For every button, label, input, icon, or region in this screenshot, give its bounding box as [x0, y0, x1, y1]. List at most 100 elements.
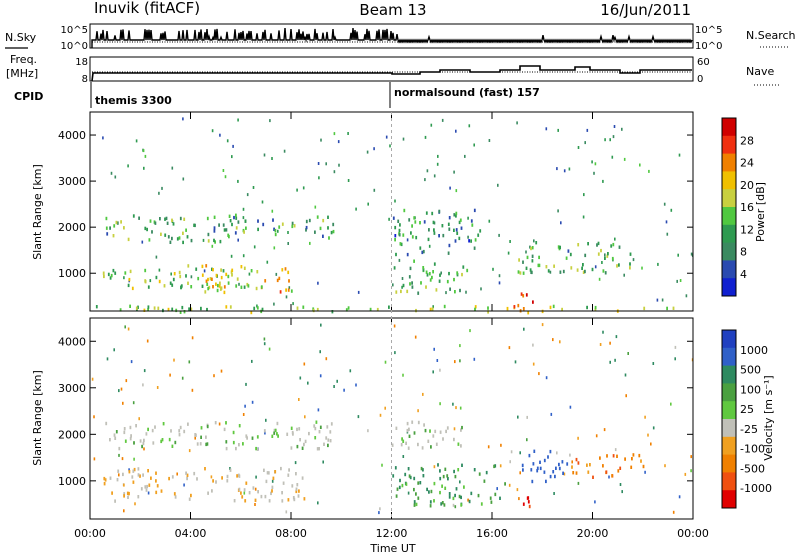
velocity-colorbar-label: Velocity [m s⁻¹]	[762, 375, 775, 460]
heatmap-cell	[522, 307, 525, 311]
heatmap-cell	[130, 434, 132, 438]
heatmap-cell	[206, 282, 209, 286]
colorbar-swatch	[722, 401, 736, 420]
heatmap-cell	[460, 428, 462, 432]
heatmap-cell	[473, 357, 476, 361]
heatmap-cell	[676, 279, 678, 283]
heatmap-cell	[327, 215, 329, 219]
heatmap-cell	[188, 360, 191, 364]
heatmap-cell	[417, 496, 420, 500]
heatmap-cell	[147, 305, 150, 309]
heatmap-cell	[207, 239, 210, 243]
heatmap-cell	[252, 486, 255, 490]
heatmap-cell	[426, 487, 428, 492]
heatmap-cell	[422, 474, 425, 478]
heatmap-cell	[453, 277, 455, 282]
heatmap-cell	[292, 302, 294, 306]
heatmap-cell	[309, 241, 311, 245]
heatmap-cell	[171, 283, 174, 287]
heatmap-cell	[367, 202, 369, 206]
heatmap-cell	[406, 289, 409, 294]
heatmap-cell	[254, 498, 257, 502]
heatmap-cell	[205, 279, 208, 283]
heatmap-cell	[113, 348, 115, 352]
heatmap-cell	[400, 242, 403, 247]
heatmap-cell	[526, 438, 528, 442]
heatmap-cell	[611, 474, 613, 478]
heatmap-cell	[440, 271, 442, 275]
heatmap-cell	[296, 444, 299, 449]
heatmap-cell	[319, 350, 321, 354]
heatmap-cell	[376, 307, 379, 312]
x-tick-label: 04:00	[175, 527, 207, 540]
heatmap-cell	[454, 474, 457, 479]
heatmap-cell	[129, 425, 132, 430]
heatmap-cell	[422, 468, 424, 472]
heatmap-cell	[431, 211, 434, 216]
heatmap-cell	[212, 479, 214, 483]
heatmap-cell	[632, 453, 635, 457]
heatmap-cell	[422, 266, 425, 270]
heatmap-cell	[455, 228, 458, 232]
heatmap-cell	[225, 228, 228, 232]
date-title: 16/Jun/2011	[600, 1, 691, 19]
heatmap-cell	[447, 222, 450, 226]
heatmap-cell	[441, 118, 444, 122]
heatmap-cell	[516, 488, 519, 492]
heatmap-cell	[474, 305, 477, 309]
heatmap-cell	[536, 466, 539, 470]
heatmap-cell	[610, 244, 613, 248]
heatmap-cell	[137, 473, 140, 477]
colorbar-tick-label: 8	[740, 246, 747, 259]
heatmap-cell	[453, 427, 456, 431]
heatmap-cell	[670, 402, 672, 406]
heatmap-cell	[467, 216, 469, 220]
heatmap-cell	[519, 451, 521, 455]
heatmap-cell	[385, 135, 388, 139]
heatmap-cell	[160, 489, 163, 493]
heatmap-cell	[112, 234, 115, 238]
heatmap-cell	[428, 490, 430, 494]
heatmap-cell	[155, 275, 158, 280]
heatmap-cell	[171, 475, 174, 479]
colorbar-swatch	[722, 419, 736, 438]
heatmap-cell	[179, 274, 182, 279]
heatmap-cell	[591, 267, 594, 272]
heatmap-cell	[223, 228, 226, 232]
heatmap-cell	[133, 457, 135, 461]
heatmap-cell	[629, 266, 631, 270]
heatmap-cell	[428, 244, 431, 248]
heatmap-cell	[294, 461, 297, 465]
heatmap-cell	[541, 323, 544, 327]
heatmap-cell	[398, 485, 401, 490]
heatmap-cell	[459, 218, 462, 222]
heatmap-cell	[439, 430, 442, 434]
heatmap-cell	[572, 471, 575, 475]
heatmap-cell	[141, 444, 143, 449]
y-tick-label: 1000	[58, 475, 86, 488]
heatmap-cell	[256, 306, 259, 310]
heatmap-cell	[290, 446, 293, 450]
heatmap-cell	[613, 125, 616, 128]
heatmap-cell	[428, 272, 431, 276]
heatmap-cell	[560, 221, 562, 225]
heatmap-cell	[296, 427, 298, 432]
heatmap-cell	[182, 117, 184, 121]
heatmap-cell	[431, 275, 433, 280]
heatmap-cell	[147, 469, 149, 473]
colorbar-swatch	[722, 207, 736, 226]
heatmap-cell	[219, 133, 221, 137]
heatmap-cell	[441, 484, 443, 488]
heatmap-cell	[303, 497, 306, 501]
heatmap-cell	[123, 492, 126, 496]
heatmap-cell	[242, 254, 245, 258]
heatmap-cell	[170, 429, 172, 433]
heatmap-cell	[559, 270, 562, 274]
heatmap-cell	[273, 431, 276, 435]
heatmap-cell	[437, 463, 439, 467]
heatmap-cell	[176, 472, 178, 476]
heatmap-cell	[202, 238, 205, 242]
heatmap-cell	[225, 305, 228, 309]
heatmap-cell	[406, 238, 409, 242]
heatmap-cell	[677, 253, 679, 257]
